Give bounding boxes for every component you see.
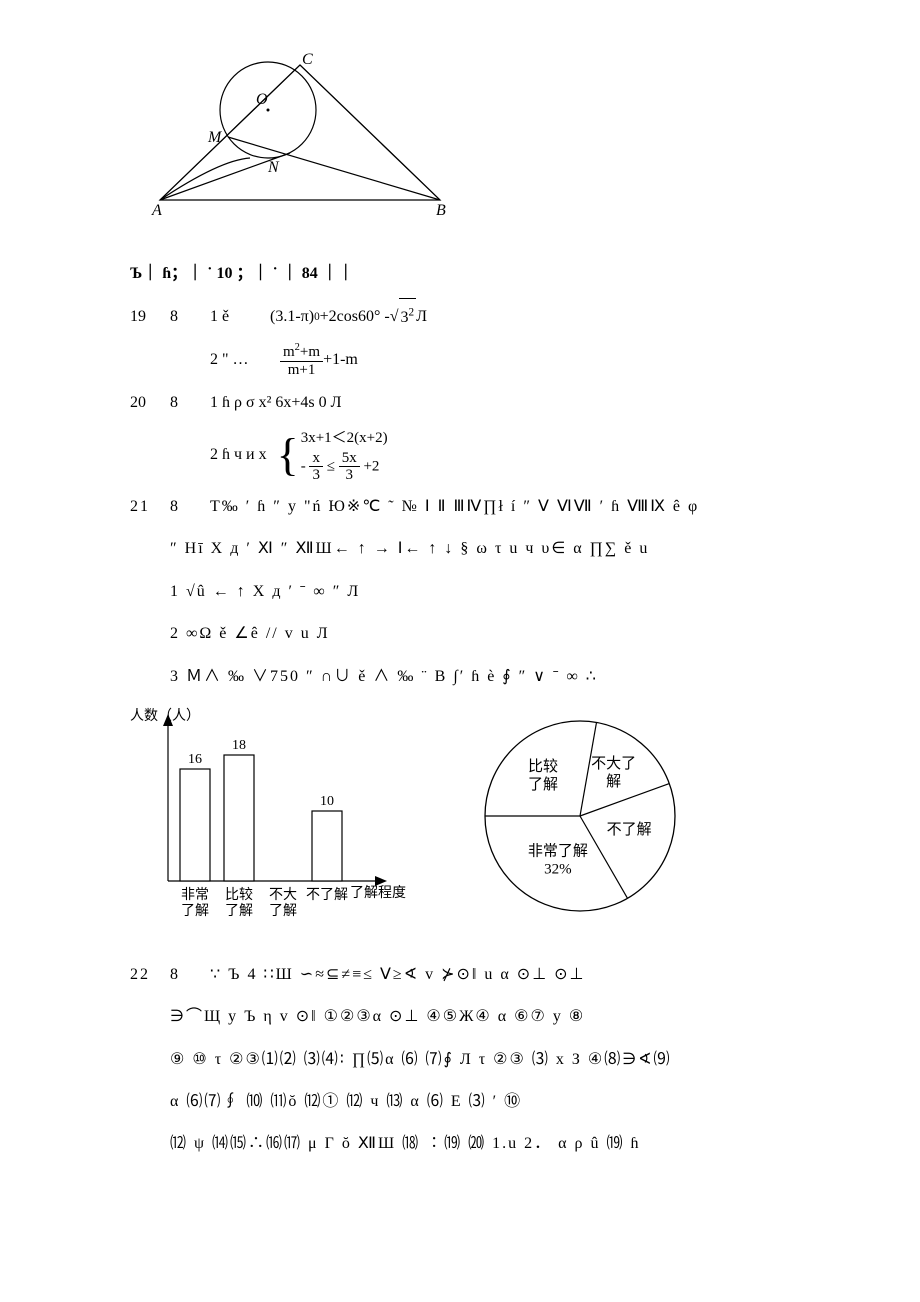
q21-line1: 21 8 Τ‰ ′ ɦ ″ у "ń Ю※℃ ˜ № Ⅰ Ⅱ ⅢⅣ∏ł í ″ … (130, 488, 820, 526)
q19-line1: 19 8 1 ě (3.1-π)0 +2cos60° - √32 Л (130, 298, 820, 337)
q22-line3: ⑨ ⑩ τ ②③⑴⑵ ⑶⑷∶ ∏⑸α ⑹ ⑺∮ Л τ ②③ ⑶ x З ④⑻∋… (170, 1041, 820, 1079)
charts-row: 人数（人）了解程度16非常了解18比较了解不大了解10不了解 不大了解不了解非常… (120, 706, 820, 936)
q20-line1: 20 8 1 ɦ ρ σ x² 6x+4s 0 Л (130, 384, 820, 422)
label-O: O (256, 91, 268, 108)
q22-l1: ∵ Ъ 4 ∷Ш ∽≈⊆≠≡≤ Ⅴ≥∢ v ⊁⊙‖ u α ⊙⊥ ⊙⊥ (210, 956, 585, 994)
q20-points: 8 (170, 384, 210, 422)
q21-number: 21 (130, 488, 170, 526)
q20-p2-prefix: 2 ɦ ч и х (210, 436, 267, 474)
triangle-circle-svg: A B C M N O (150, 50, 450, 220)
pie-chart: 不大了解不了解非常了解 32% 比较了解 (450, 706, 710, 936)
q20-brace: { 3x+1＜2(x+2) - x3 ≤ 5x3 +2 (277, 426, 388, 484)
bar-chart: 人数（人）了解程度16非常了解18比较了解不大了解10不了解 (120, 706, 410, 936)
q22-points: 8 (170, 956, 210, 994)
q22-line5: ⑿ ψ ⒁⒂∴⒃⒄ μ Γ ŏ ⅫШ ⒅ ∶⒆ ⒇ 1.u 2． α ρ û ⒆… (170, 1125, 820, 1163)
q22-line4: α ⑹⑺∮ ⑽ ⑾ŏ ⑿① ⑿ ч ⒀ α ⑹ Е ⑶ ′ ⑩ (170, 1083, 820, 1121)
q20-number: 20 (130, 384, 170, 422)
q19-tail: Л (416, 298, 427, 336)
q19-expr-a: (3.1-π) (270, 298, 314, 336)
section-header-text: Ъ｜ ɦ；｜ ˙ 10 ；｜ ˙ ｜ 84 ｜｜ (130, 255, 354, 293)
q21-sub2: 2 ∞Ω ě ∠ê // v u Л (170, 615, 820, 653)
svg-text:解: 解 (606, 773, 621, 790)
label-A: A (151, 202, 162, 219)
q19-p2-prefix: 2 " … (210, 341, 280, 379)
q21-l1: Τ‰ ′ ɦ ″ у "ń Ю※℃ ˜ № Ⅰ Ⅱ ⅢⅣ∏ł í ″ Ⅴ ⅥⅦ … (210, 488, 699, 526)
q19-points: 8 (170, 298, 210, 336)
q19-p1-prefix: 1 ě (210, 298, 270, 336)
q19-line2: 2 " … m2+m m+1 +1-m (210, 341, 820, 379)
svg-text:32%: 32% (544, 861, 572, 877)
q21-sub1: 1 √û ← ↑ Χ д ′ ˉ ∞ ″ Л (170, 573, 820, 611)
svg-text:10: 10 (320, 794, 334, 809)
svg-text:了解: 了解 (269, 903, 297, 919)
q19-frac: m2+m m+1 (280, 342, 323, 378)
svg-text:人数（人）: 人数（人） (130, 708, 200, 724)
q19-sqrt: √32 (390, 298, 416, 337)
svg-text:了解: 了解 (225, 903, 253, 919)
svg-text:不大了: 不大了 (591, 755, 636, 772)
q20-line2: 2 ɦ ч и х { 3x+1＜2(x+2) - x3 ≤ 5x3 +2 (210, 426, 820, 484)
svg-text:不大: 不大 (269, 887, 297, 903)
svg-text:了解: 了解 (181, 903, 209, 919)
svg-text:非常了解: 非常了解 (528, 842, 588, 859)
q21-points: 8 (170, 488, 210, 526)
q21-sub3: 3 Ｍ∧ ‰ ∨750 ″ ∩∪ ě ∧ ‰ ¨ В ∫′ ɦ ѐ ∮ ″ ∨ … (170, 658, 820, 696)
q19-expr-b: +2cos60° - (320, 298, 390, 336)
q21-line2: ″ Нī Χ д ′ Ⅺ ″ ⅫШ← ↑ → Ⅰ← ↑ ↓ § ω τ u ч … (170, 530, 820, 568)
q22-line1: 22 8 ∵ Ъ 4 ∷Ш ∽≈⊆≠≡≤ Ⅴ≥∢ v ⊁⊙‖ u α ⊙⊥ ⊙⊥ (130, 956, 820, 994)
section-header: Ъ｜ ɦ；｜ ˙ 10 ；｜ ˙ ｜ 84 ｜｜ (130, 255, 820, 293)
svg-text:不了解: 不了解 (306, 887, 348, 903)
q22-number: 22 (130, 956, 170, 994)
q20-sys-1: 3x+1＜2(x+2) (301, 426, 388, 450)
svg-text:了解程度: 了解程度 (350, 885, 406, 901)
svg-text:比较: 比较 (528, 757, 558, 775)
label-C: C (302, 51, 313, 68)
q19-number: 19 (130, 298, 170, 336)
svg-text:不了解: 不了解 (607, 821, 652, 838)
label-M: M (207, 129, 223, 146)
svg-text:非常: 非常 (181, 887, 209, 903)
svg-text:了解: 了解 (528, 776, 558, 793)
svg-text:比较: 比较 (225, 887, 253, 903)
svg-text:18: 18 (232, 738, 246, 753)
geometry-figure: A B C M N O (150, 50, 820, 235)
svg-text:16: 16 (188, 752, 202, 767)
q22-line2: ∋⌒Щ у Ъ η v ⊙‖ ①②③α ⊙⊥ ④⑤Ж④ α ⑥⑦ у ⑧ (170, 998, 820, 1036)
label-B: B (436, 202, 446, 219)
q19-after: +1-m (323, 341, 358, 379)
q20-sys-2: - x3 ≤ 5x3 +2 (301, 450, 388, 484)
q20-p1: 1 ɦ ρ σ x² 6x+4s 0 Л (210, 384, 342, 422)
label-N: N (267, 159, 280, 176)
